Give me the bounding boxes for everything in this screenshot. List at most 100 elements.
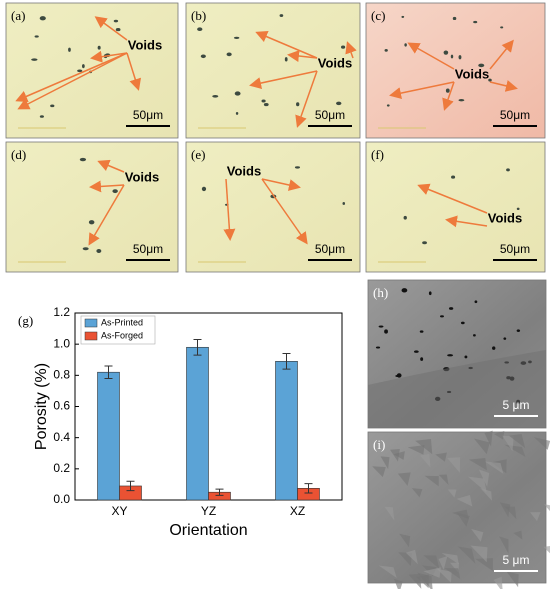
panel-label: (a)	[11, 8, 25, 23]
void	[428, 291, 432, 296]
void	[77, 69, 83, 73]
grain	[438, 474, 449, 486]
grain	[393, 451, 405, 460]
void	[233, 36, 240, 40]
annotation: Voids	[128, 37, 162, 52]
panel-label: (f)	[371, 147, 384, 162]
micrograph	[365, 2, 546, 139]
micrograph	[365, 141, 546, 273]
void	[39, 16, 46, 21]
grain	[502, 435, 514, 452]
grain	[384, 506, 395, 521]
arrow	[261, 178, 301, 191]
void	[404, 43, 407, 47]
void	[279, 14, 284, 17]
y-axis-label: Porosity (%)	[33, 363, 50, 450]
grain	[484, 430, 493, 447]
arrow	[287, 50, 318, 62]
legend-swatch	[84, 318, 98, 328]
grain	[499, 502, 511, 518]
void	[384, 48, 388, 52]
void	[97, 45, 101, 50]
void	[31, 58, 38, 61]
void	[500, 26, 504, 29]
void	[458, 99, 465, 102]
grain	[372, 466, 386, 478]
arrow	[407, 42, 455, 70]
void	[420, 357, 424, 361]
void	[39, 115, 44, 118]
annotation: Voids	[455, 66, 489, 81]
void	[488, 78, 492, 82]
scale-label: 50μm	[315, 108, 345, 122]
arrow	[489, 80, 518, 92]
void	[452, 16, 457, 21]
void	[342, 201, 346, 205]
annotation: Voids	[125, 169, 159, 184]
error-bar	[104, 365, 113, 379]
grain	[456, 495, 473, 507]
grain	[390, 448, 400, 462]
scale-label: 5 μm	[503, 398, 530, 412]
panel-label: (h)	[373, 285, 388, 300]
error-bar	[193, 338, 202, 356]
grain	[470, 545, 488, 563]
micrograph	[5, 141, 179, 273]
void	[464, 355, 468, 359]
arrow	[17, 52, 128, 110]
void	[422, 241, 427, 245]
band	[368, 350, 546, 428]
grain	[543, 545, 550, 554]
void	[235, 111, 239, 115]
bar	[275, 361, 298, 501]
grain	[475, 558, 493, 572]
void	[96, 248, 102, 253]
void	[458, 55, 462, 60]
y-tick-label: 0.2	[53, 461, 70, 475]
void	[503, 337, 507, 340]
grain	[397, 472, 411, 486]
void	[378, 325, 384, 328]
grain	[423, 567, 441, 578]
y-tick-label: 1.0	[53, 336, 70, 350]
grain	[424, 475, 439, 487]
grain	[399, 533, 411, 548]
grain	[457, 546, 476, 564]
arrow	[89, 180, 125, 193]
grain	[473, 438, 490, 455]
y-tick-label: 0.0	[53, 492, 70, 506]
void	[401, 288, 408, 293]
void	[50, 104, 55, 108]
grain	[508, 434, 526, 449]
void	[82, 247, 89, 251]
arrow	[255, 30, 318, 59]
grain	[398, 552, 412, 566]
void	[263, 103, 269, 107]
void	[450, 54, 454, 59]
void	[284, 57, 288, 62]
void	[115, 28, 121, 32]
arrow	[97, 159, 125, 173]
grain	[478, 469, 490, 487]
panel-label: (b)	[191, 8, 206, 23]
void	[443, 50, 449, 55]
grain	[533, 437, 550, 450]
void	[197, 27, 203, 32]
void	[460, 321, 465, 325]
bar	[97, 371, 120, 501]
micrograph	[185, 141, 361, 273]
scale-label: 50μm	[500, 108, 530, 122]
void	[396, 373, 402, 378]
scale-label: 5 μm	[503, 553, 530, 567]
void	[401, 15, 405, 18]
void	[68, 47, 71, 52]
grain	[405, 549, 418, 565]
y-tick-label: 0.4	[53, 430, 70, 444]
grain	[447, 457, 461, 473]
legend-swatch	[84, 331, 98, 341]
void	[113, 19, 119, 23]
void	[447, 354, 454, 357]
grain	[480, 487, 492, 501]
grain	[529, 512, 541, 522]
